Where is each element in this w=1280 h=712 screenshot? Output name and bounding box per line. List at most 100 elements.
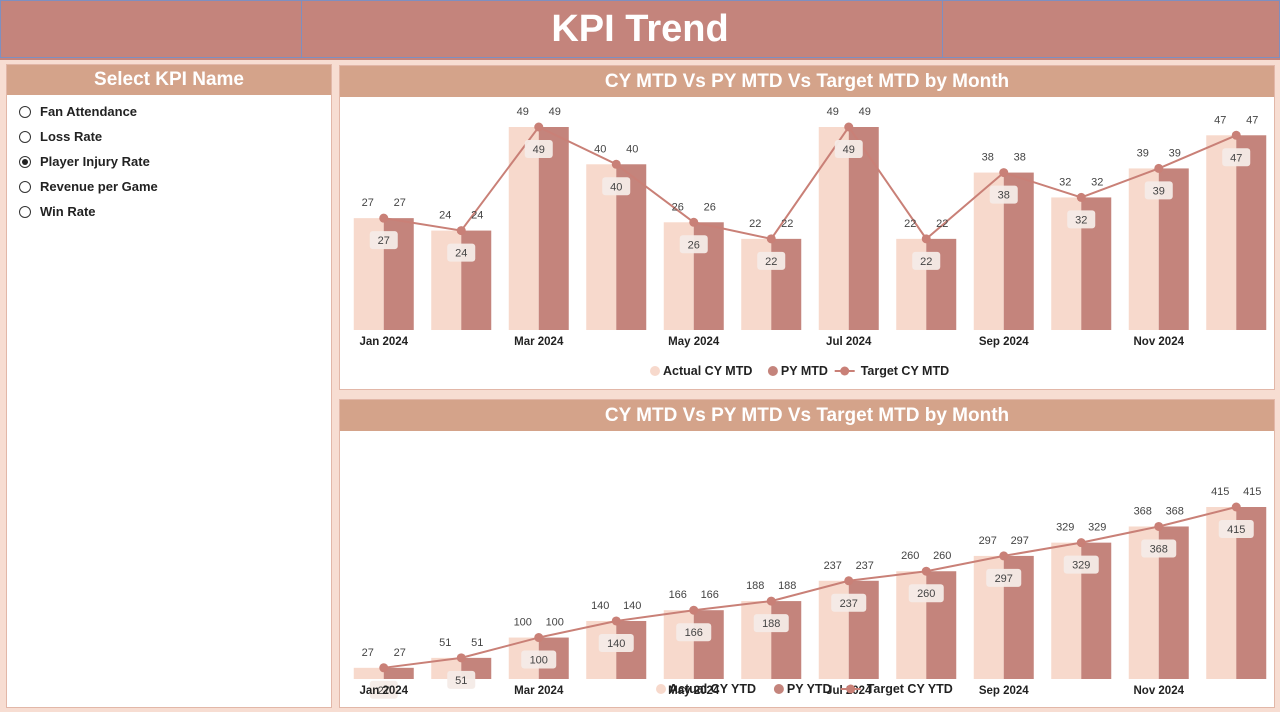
py-bar [383, 667, 414, 679]
actual-data-label: 260 [901, 550, 919, 562]
target-point [379, 663, 389, 673]
actual-data-label: 40 [594, 143, 606, 155]
radio-button[interactable] [19, 205, 31, 218]
kpi-slicer: Select KPI Name Fan Attendance Loss Rate P… [6, 64, 332, 708]
target-label-bg [676, 623, 712, 642]
target-data-label: 26 [688, 239, 700, 251]
legend-marker [846, 684, 856, 694]
py-bar [771, 601, 802, 679]
slicer-option[interactable]: Loss Rate [19, 124, 331, 149]
target-data-label: 140 [607, 638, 625, 650]
target-point [766, 596, 776, 606]
slicer-option-label: Fan Attendance [40, 104, 138, 119]
target-data-label: 40 [610, 181, 622, 193]
target-data-label: 260 [917, 588, 935, 600]
actual-data-label: 22 [904, 218, 916, 230]
target-data-label: 166 [685, 627, 703, 639]
page-title: KPI Trend [551, 8, 729, 50]
target-point [1076, 192, 1086, 202]
target-label-bg [679, 235, 708, 254]
slicer-option[interactable]: Revenue per Game [19, 174, 331, 199]
x-tick-label: Mar 2024 [514, 685, 564, 697]
target-label-bg [834, 140, 863, 158]
target-label-bg [1218, 520, 1254, 538]
py-bar [693, 610, 724, 679]
target-label-bg [1144, 181, 1173, 200]
py-data-label: 166 [701, 589, 719, 601]
target-label-bg [602, 177, 631, 196]
target-data-label: 100 [530, 655, 548, 667]
target-point [689, 217, 699, 227]
actual-data-label: 22 [749, 218, 761, 230]
target-label-bg [1063, 555, 1099, 574]
target-point [611, 616, 621, 626]
actual-data-label: 237 [824, 560, 842, 572]
py-data-label: 140 [623, 600, 641, 612]
py-data-label: 40 [626, 143, 638, 155]
py-data-label: 260 [933, 550, 951, 562]
target-point [456, 653, 466, 663]
radio-button[interactable] [19, 130, 31, 143]
x-tick-label: Nov 2024 [1133, 685, 1184, 697]
target-label-bg [908, 584, 944, 603]
radio-button[interactable] [19, 180, 31, 193]
radio-button[interactable] [19, 155, 31, 168]
header-banner: KPI Trend [0, 0, 1280, 60]
target-data-label: 49 [843, 144, 855, 156]
legend-label: PY MTD [781, 364, 828, 378]
target-data-label: 27 [378, 235, 390, 247]
target-label-bg [598, 633, 634, 652]
target-data-label: 188 [762, 618, 780, 630]
target-data-label: 47 [1230, 152, 1242, 164]
target-point [844, 122, 854, 132]
py-data-label: 47 [1246, 114, 1258, 126]
slicer-options: Fan Attendance Loss Rate Player Injury Rat… [7, 95, 331, 224]
py-data-label: 51 [471, 637, 483, 649]
x-tick-label: Sep 2024 [979, 336, 1029, 348]
legend-marker [650, 366, 660, 376]
target-point [689, 605, 699, 615]
target-point [456, 226, 466, 236]
legend-label: Target CY YTD [867, 682, 953, 696]
actual-data-label: 100 [514, 617, 532, 629]
target-point [611, 159, 621, 169]
py-data-label: 39 [1169, 147, 1181, 159]
target-point [379, 213, 389, 223]
py-bar [1236, 135, 1267, 330]
target-data-label: 297 [995, 573, 1013, 585]
py-data-label: 100 [546, 617, 564, 629]
target-data-label: 237 [840, 598, 858, 610]
actual-bar [818, 127, 849, 330]
target-point [1231, 502, 1241, 512]
legend-marker [767, 366, 778, 376]
slicer-option[interactable]: Fan Attendance [19, 99, 331, 124]
target-point [1154, 521, 1164, 531]
slicer-option[interactable]: Win Rate [19, 199, 331, 224]
target-data-label: 51 [455, 675, 467, 687]
py-bar [538, 127, 569, 330]
actual-data-label: 140 [591, 600, 609, 612]
actual-data-label: 26 [672, 201, 684, 213]
target-label-bg [1141, 539, 1177, 558]
actual-bar [741, 601, 772, 679]
actual-bar [353, 667, 384, 679]
target-label-bg [757, 251, 786, 270]
actual-data-label: 51 [439, 637, 451, 649]
target-label-bg [1067, 210, 1096, 229]
x-tick-label: May 2024 [668, 685, 720, 697]
mtd-chart-panel: CY MTD Vs PY MTD Vs Target MTD by Month … [339, 65, 1275, 390]
slicer-option-label: Loss Rate [40, 129, 103, 144]
target-point [766, 234, 776, 244]
ytd-chart: 27 27 27 51 51 51 100 100 100 140 140 140 166 166 166 1… [353, 486, 1267, 699]
actual-data-label: 39 [1137, 147, 1149, 159]
actual-data-label: 297 [979, 535, 997, 547]
actual-data-label: 368 [1134, 505, 1152, 517]
chart-title: CY MTD Vs PY MTD Vs Target MTD by Month [340, 66, 1274, 97]
slicer-option[interactable]: Player Injury Rate [19, 149, 331, 174]
py-data-label: 297 [1011, 535, 1029, 547]
target-point [1231, 130, 1241, 140]
target-label-bg [447, 243, 476, 262]
radio-button[interactable] [19, 105, 31, 118]
py-data-label: 22 [781, 218, 793, 230]
target-point [921, 234, 931, 244]
